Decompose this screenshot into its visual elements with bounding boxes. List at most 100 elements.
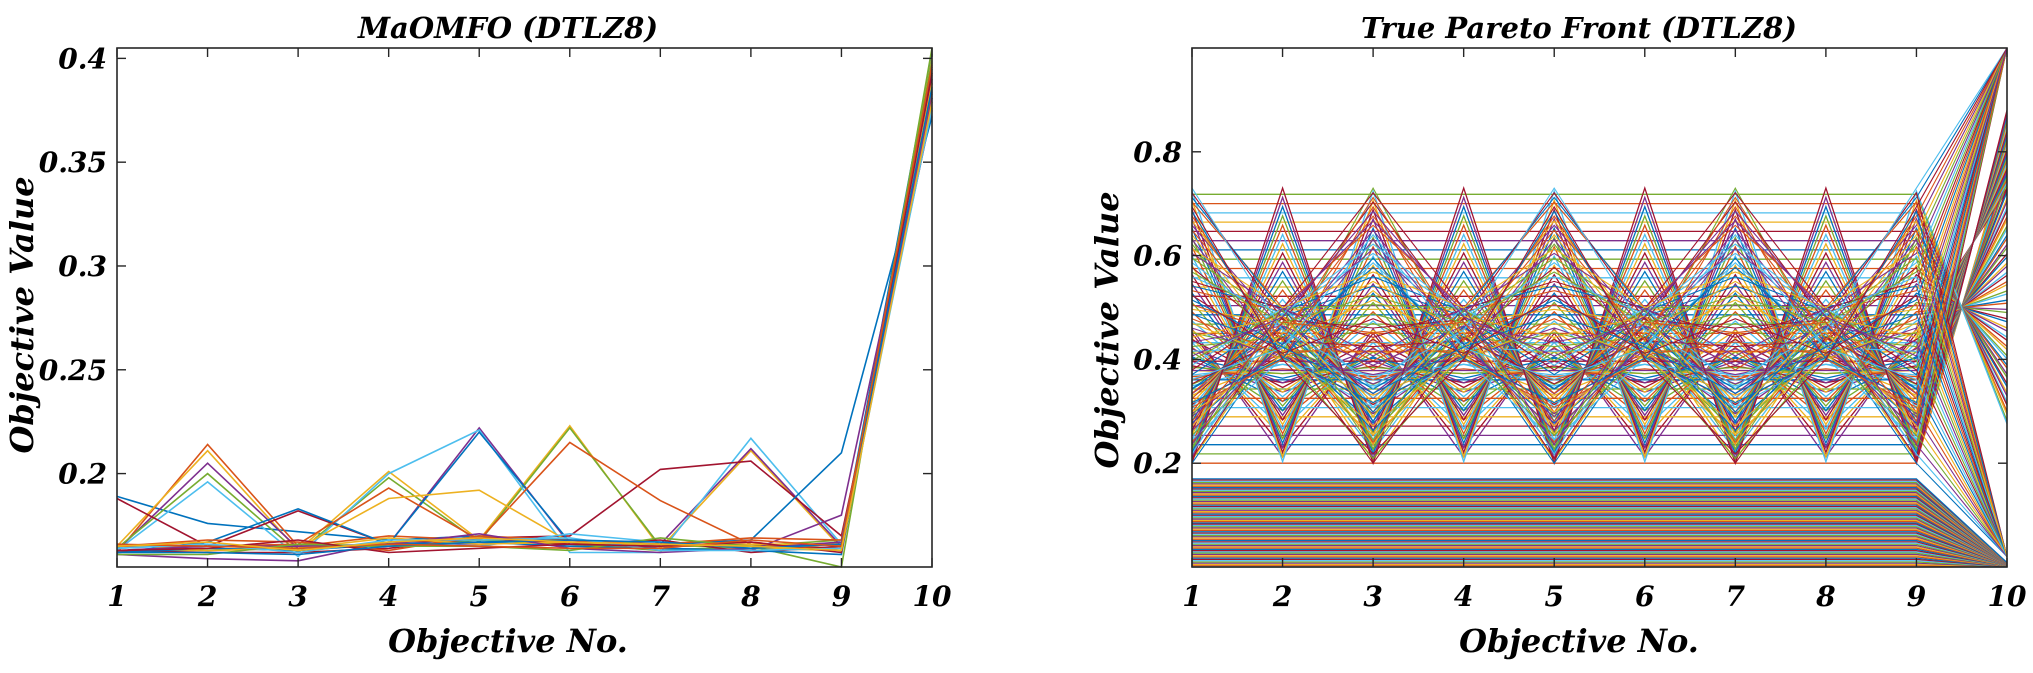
series-line [1192, 544, 2008, 567]
series-lines [116, 47, 933, 568]
series-line [1192, 207, 2008, 409]
series-line [1191, 266, 2008, 557]
series-line [1192, 485, 2008, 564]
x-tick-label: 8 [1815, 580, 1835, 613]
series-line [1191, 135, 2008, 424]
series-line [1192, 563, 2008, 568]
series-line [1191, 233, 2008, 557]
series-line [1192, 483, 2008, 564]
series-line [1192, 538, 2008, 567]
series-line [1191, 290, 2008, 557]
series-line [1191, 190, 2008, 459]
y-tick-label: 0.3 [58, 250, 107, 283]
series-line [1191, 309, 2008, 557]
series-line [1192, 188, 2008, 427]
series-line [1191, 313, 2008, 557]
series-line [1192, 478, 2008, 564]
series-line [1192, 490, 2008, 564]
chart-title: MaOMFO (DTLZ8) [357, 11, 658, 45]
series-line [117, 87, 933, 556]
series-line [1192, 240, 2008, 375]
x-axis-label: Objective No. [388, 622, 628, 660]
series-line [1192, 520, 2008, 566]
y-tick-label: 0.8 [1133, 136, 1182, 169]
series-line [1191, 47, 2008, 376]
series-line [1192, 497, 2008, 564]
series-line [116, 93, 933, 552]
x-tick-label: 7 [1726, 580, 1746, 613]
series-line [1191, 352, 2008, 557]
series-line [1191, 47, 2008, 395]
series-line [1192, 505, 2008, 565]
series-line [117, 58, 933, 552]
series-line [1191, 196, 2008, 557]
series-line [1191, 47, 2008, 313]
series-line [1191, 182, 2008, 431]
series-line [1192, 556, 2008, 568]
series-line [1192, 510, 2008, 565]
series-line [1192, 524, 2008, 566]
series-line [1192, 561, 2008, 568]
series-line [1191, 47, 2008, 360]
y-tick-label: 0.25 [39, 354, 107, 387]
series-line [1192, 543, 2008, 567]
series-line [1192, 562, 2008, 568]
series-line [1192, 513, 2008, 565]
series-line [1192, 487, 2008, 564]
series-line [116, 101, 933, 552]
series-line [1191, 307, 2008, 557]
series-line [1192, 502, 2008, 565]
series-line [1192, 549, 2008, 567]
x-tick-label: 10 [913, 580, 952, 613]
series-line [1192, 551, 2008, 567]
series-line [1192, 534, 2008, 566]
chart-true-pareto-front: True Pareto Front (DTLZ8) Objective Valu… [1060, 0, 2033, 673]
series-line [117, 66, 933, 550]
x-tick-label: 1 [107, 580, 126, 613]
x-tick-label: 4 [379, 580, 398, 613]
series-line [1192, 536, 2008, 567]
series-line [1191, 280, 2008, 557]
series-line [1192, 515, 2008, 566]
x-tick-label: 6 [560, 580, 579, 613]
series-lines [1191, 47, 2008, 568]
series-line [1192, 546, 2008, 567]
x-tick-label: 5 [1544, 580, 1563, 613]
x-tick-label: 6 [1635, 580, 1654, 613]
y-tick-label: 0.6 [1133, 240, 1182, 273]
series-line [1192, 533, 2008, 566]
series-line [1191, 256, 2008, 379]
chart-maomfo: MaOMFO (DTLZ8) Objective Value Objective… [0, 0, 960, 673]
series-line [1192, 517, 2008, 566]
series-line [1191, 215, 2008, 557]
series-line [1192, 488, 2008, 564]
series-line [1192, 507, 2008, 565]
y-tick-label: 0.4 [58, 42, 107, 75]
true-pareto-front-parallel-coordinates-plot: True Pareto Front (DTLZ8) Objective Valu… [1088, 11, 2027, 660]
x-tick-label: 3 [288, 580, 307, 613]
series-line [1192, 509, 2008, 565]
series-line [1192, 494, 2008, 564]
series-line [116, 116, 933, 554]
series-line [1192, 479, 2008, 564]
axis-ticks: 1 2 3 4 5 6 7 8 9 10 0.2 0.4 0.6 0.8 [1133, 48, 2027, 613]
y-tick-label: 0.4 [1133, 343, 1182, 376]
series-line [1192, 529, 2008, 566]
series-line [1192, 197, 2008, 418]
series-line [1191, 285, 2008, 557]
series-line [116, 47, 933, 568]
x-tick-label: 3 [1363, 580, 1382, 613]
series-line [1191, 219, 2008, 397]
series-line [1192, 555, 2008, 567]
series-line [1191, 47, 2008, 418]
series-line [116, 78, 933, 554]
series-line [1191, 47, 2008, 432]
x-tick-label: 4 [1454, 580, 1473, 613]
series-line [1192, 560, 2008, 568]
series-line [1192, 498, 2008, 565]
series-line [1192, 518, 2008, 566]
series-line [1192, 526, 2008, 566]
series-line [1192, 495, 2008, 564]
series-line [1192, 522, 2008, 566]
series-line [1192, 480, 2008, 564]
